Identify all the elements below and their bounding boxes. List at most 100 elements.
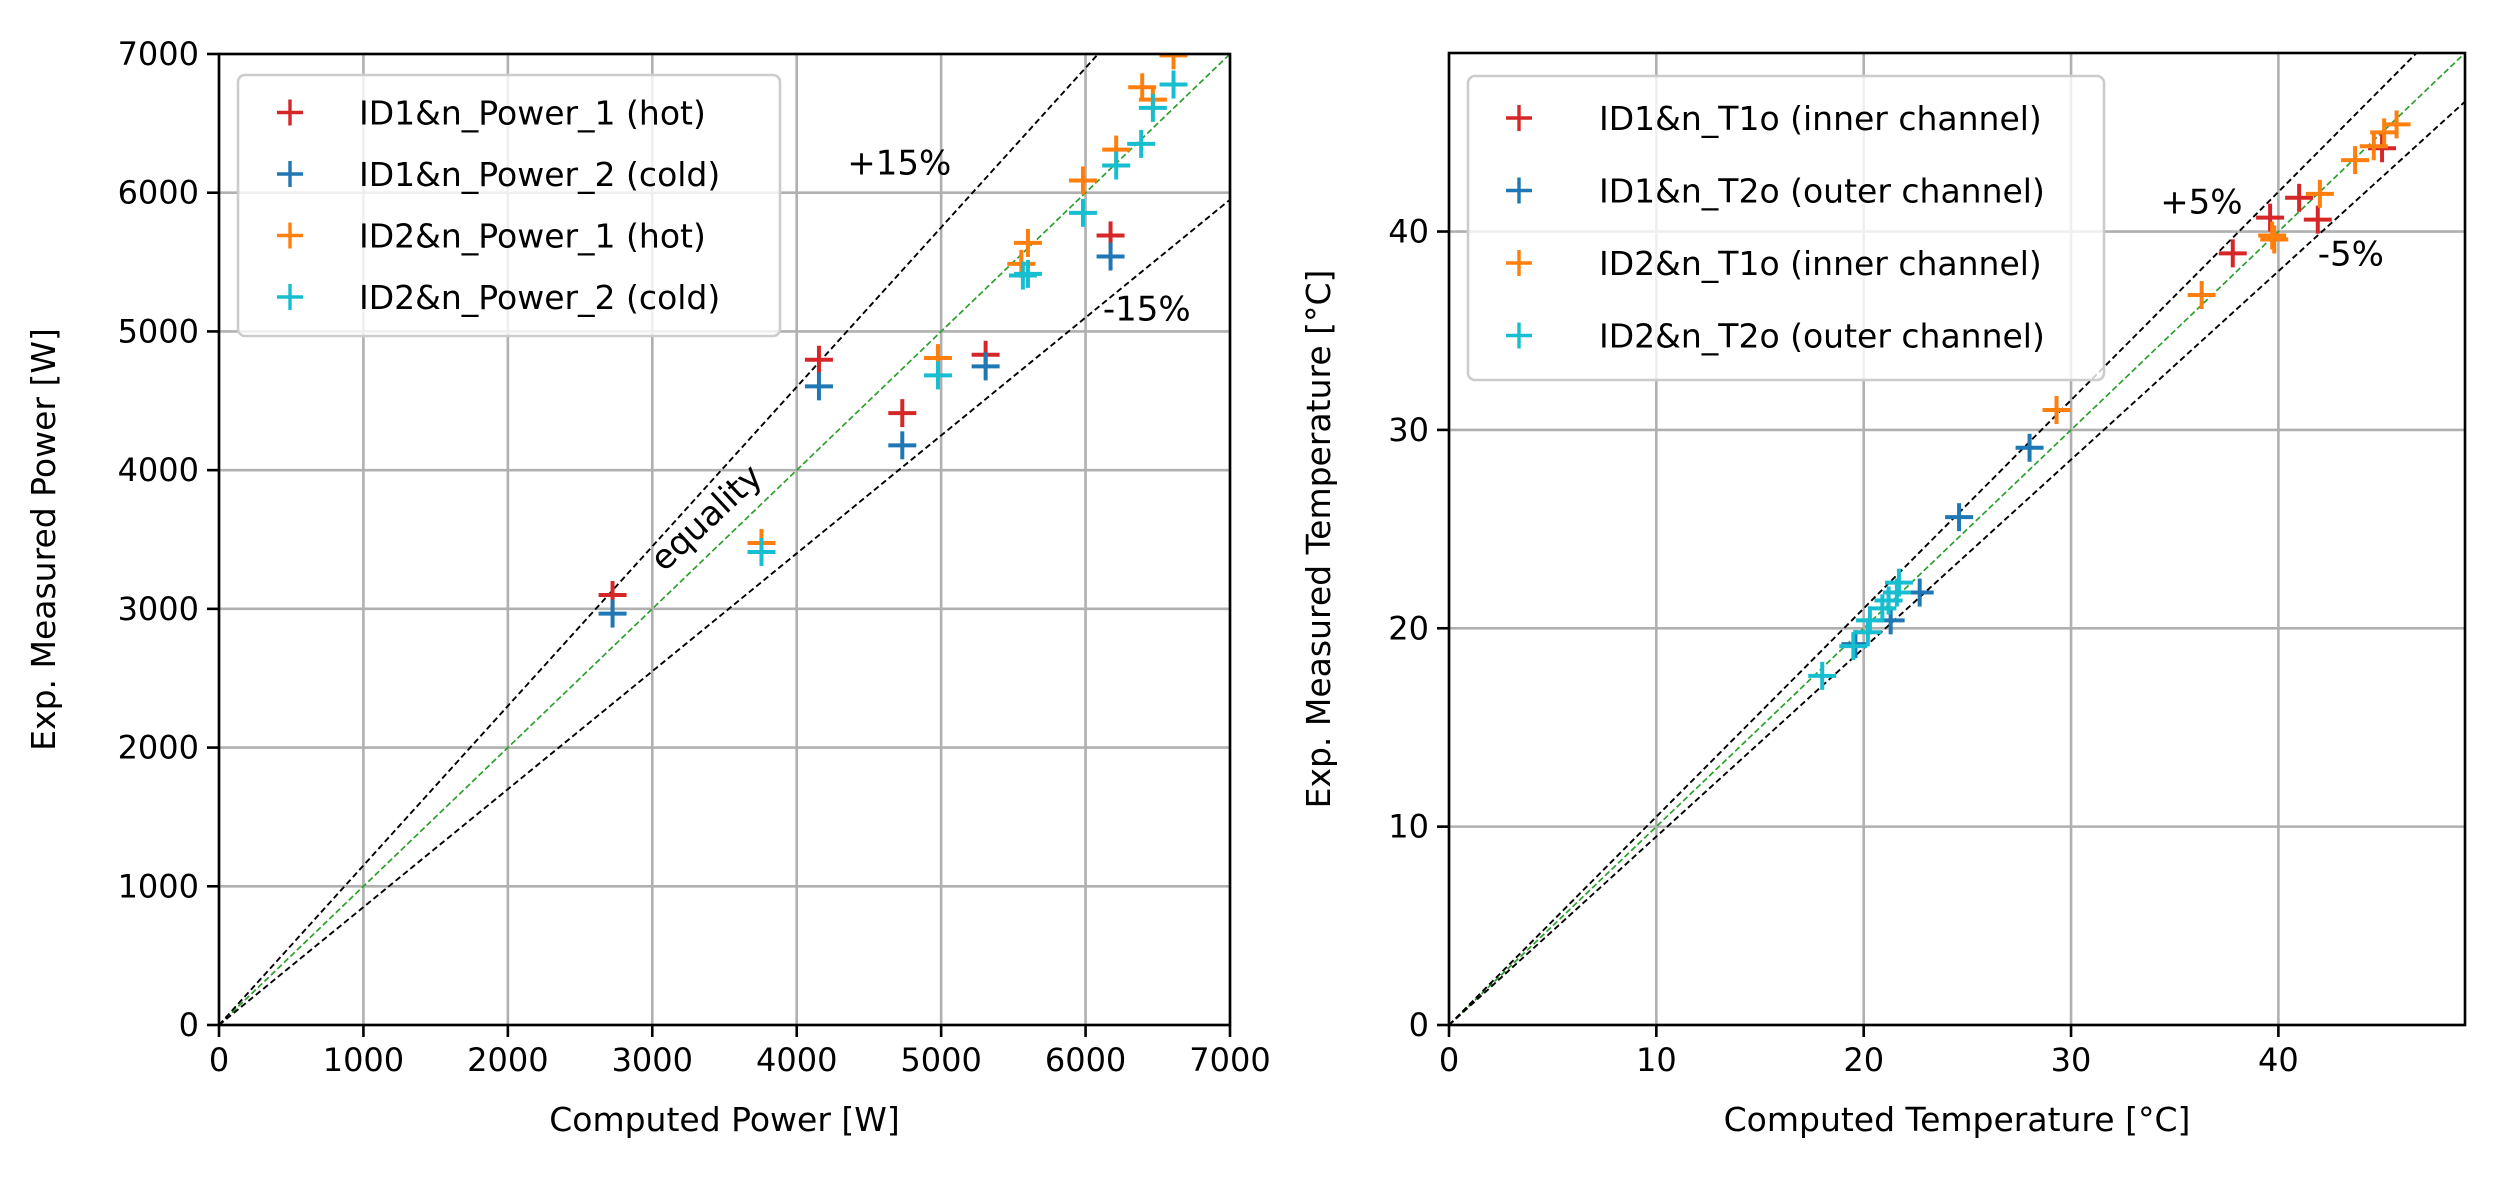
legend-item: ID1&n_T2o (outer channel): [1506, 172, 2045, 211]
series-2: [2042, 110, 2411, 425]
y-tick-label: 4000: [118, 451, 199, 489]
legend: ID1&n_Power_1 (hot) ID1&n_Power_2 (cold) I…: [236, 73, 782, 338]
reference-line-minus5pct: [1449, 100, 2465, 1025]
legend-label: ID1&n_T1o (inner channel): [1599, 99, 2042, 138]
data-point: [1068, 198, 1097, 227]
legend-label: ID2&n_Power_2 (cold): [359, 278, 720, 317]
x-tick-label: 10: [1636, 1041, 1677, 1079]
axes-frame: [217, 52, 1232, 1027]
data-point: [2042, 396, 2071, 425]
data-point: [1853, 618, 1882, 647]
legend-item: ID1&n_Power_2 (cold): [277, 155, 720, 194]
data-point: [1127, 129, 1156, 158]
data-point: [1855, 606, 1884, 635]
data-point: [1102, 151, 1131, 180]
data-point: [804, 372, 833, 401]
data-point: [1068, 166, 1097, 195]
data-point: [2382, 110, 2411, 139]
plus-marker-icon: [1506, 105, 1532, 131]
x-axis-label: Computed Temperature [°C]: [1724, 1100, 2191, 1139]
plus-marker-icon: [1506, 177, 1532, 204]
legend-item: ID2&n_Power_2 (cold): [277, 278, 720, 317]
x-tick-label: 7000: [1189, 1041, 1270, 1079]
data-point: [971, 352, 1000, 381]
data-point: [1839, 632, 1868, 661]
legend-box: [236, 73, 782, 338]
y-tick-label: 7000: [118, 35, 199, 73]
series-3: [1808, 568, 1913, 690]
y-tick-label: 0: [1409, 1006, 1429, 1044]
plus-marker-icon: [277, 222, 303, 249]
data-point: [2305, 179, 2334, 208]
y-tick-label: 5000: [118, 312, 199, 350]
legend-label: ID1&n_Power_2 (cold): [359, 155, 720, 194]
data-point: [1096, 242, 1125, 271]
series-0: [598, 221, 1125, 609]
data-point: [1013, 259, 1042, 288]
data-point: [1945, 503, 1974, 532]
series-1: [1841, 433, 2044, 659]
data-point: [1138, 93, 1167, 122]
legend-item: ID1&n_T1o (inner channel): [1506, 99, 2042, 138]
legend-label: ID2&n_T2o (outer channel): [1599, 317, 2045, 356]
plus-marker-icon: [277, 284, 303, 310]
legend-label: ID1&n_T2o (outer channel): [1599, 172, 2045, 211]
y-tick-label: 0: [179, 1006, 199, 1044]
series-1: [598, 242, 1125, 628]
annotation-label: -15%: [1103, 289, 1191, 329]
data-point: [2256, 203, 2285, 232]
data-point: [2341, 146, 2370, 175]
axes-frame: [1447, 51, 2467, 1027]
x-tick-label: 0: [209, 1041, 229, 1079]
plus-marker-icon: [277, 99, 303, 126]
plus-marker-icon: [1506, 322, 1532, 349]
reference-line-equality: [1449, 53, 2465, 1025]
annotation-label: -5%: [2318, 234, 2384, 274]
annotation-label: +15%: [847, 144, 951, 184]
y-axis-label: Exp. Measured Power [W]: [24, 328, 63, 751]
data-point: [2015, 433, 2044, 462]
data-point: [1808, 661, 1837, 690]
data-point: [1884, 568, 1913, 597]
x-tick-label: 20: [1843, 1041, 1884, 1079]
legend-item: ID2&n_T1o (inner channel): [1506, 244, 2042, 283]
data-point: [2218, 239, 2247, 268]
legend-item: ID2&n_Power_1 (hot): [277, 217, 706, 256]
annotation-label: +5%: [2160, 183, 2242, 223]
reference-lines: [219, 54, 1230, 1025]
legend-box: [1466, 74, 2106, 382]
data-point: [2187, 281, 2216, 310]
legend-label: ID2&n_T1o (inner channel): [1599, 244, 2042, 283]
legend-label: ID2&n_Power_1 (hot): [359, 217, 706, 256]
data-point: [888, 431, 917, 460]
data-points: [598, 54, 1188, 628]
data-point: [923, 361, 952, 390]
reference-line-plus15pct: [219, 54, 1100, 1025]
data-point: [1159, 70, 1188, 99]
x-tick-label: 4000: [756, 1041, 837, 1079]
x-tick-label: 30: [2051, 1041, 2092, 1079]
plus-marker-icon: [277, 161, 303, 187]
y-axis-label: Exp. Measured Temperature [°C]: [1299, 270, 1338, 809]
y-tick-label: 2000: [118, 729, 199, 767]
legend-label: ID1&n_Power_1 (hot): [359, 94, 706, 133]
x-tick-label: 40: [2258, 1041, 2299, 1079]
x-tick-label: 2000: [467, 1041, 548, 1079]
annotation-label: equality: [643, 457, 771, 580]
data-point: [1159, 54, 1188, 70]
data-point: [747, 537, 776, 566]
series-3: [747, 70, 1188, 566]
plus-marker-icon: [1506, 250, 1532, 276]
y-tick-label: 20: [1388, 609, 1429, 647]
x-tick-label: 6000: [1045, 1041, 1126, 1079]
y-tick-label: 10: [1388, 808, 1429, 846]
data-point: [2303, 205, 2332, 234]
y-tick-label: 3000: [118, 590, 199, 628]
data-point: [804, 345, 833, 374]
y-tick-label: 30: [1388, 411, 1429, 449]
reference-line-plus5pct: [1449, 53, 2418, 1025]
power-chart: +15% -15% equality 0 1000 2000 3000 4000 5000 600…: [24, 35, 1271, 1139]
x-tick-label: 3000: [612, 1041, 693, 1079]
y-tick-label: 40: [1388, 213, 1429, 251]
